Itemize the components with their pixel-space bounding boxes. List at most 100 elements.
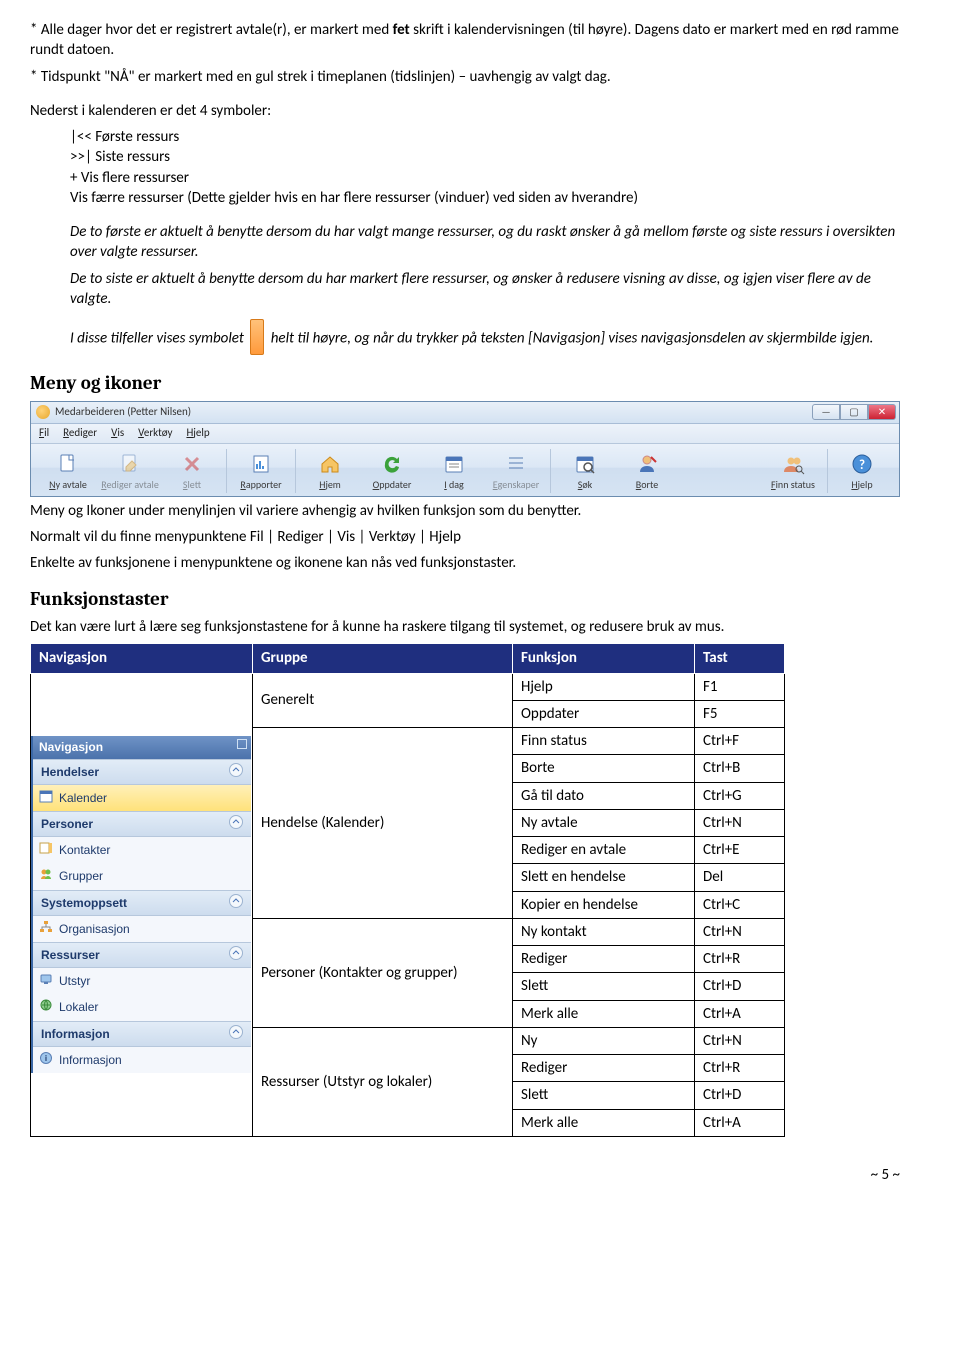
calendar-icon — [39, 789, 53, 803]
tool-oppdater[interactable]: Oppdater — [361, 452, 423, 493]
label: Egenskaper — [493, 478, 540, 492]
menu-vis[interactable]: Vis — [111, 426, 124, 441]
chevron-up-icon — [229, 815, 243, 829]
cell-func: Gå til dato — [513, 782, 695, 809]
tool-hjem[interactable]: Hjem — [299, 452, 361, 493]
meny-text-3: Enkelte av funksjonene i menypunktene og… — [30, 553, 900, 573]
cell-func: Rediger — [513, 1055, 695, 1082]
nav-header-personer[interactable]: Personer — [33, 811, 251, 837]
tool-sok[interactable]: Søk — [554, 452, 616, 493]
cell-key: Ctrl+C — [695, 891, 785, 918]
pin-icon[interactable] — [237, 739, 247, 749]
report-icon — [249, 452, 273, 476]
label: Organisasjon — [59, 922, 130, 936]
italic-p3: I disse tilfeller vises symbolet helt ti… — [70, 321, 900, 357]
label: Kalender — [59, 791, 107, 805]
italic-p1: De to første er aktuelt å benytte dersom… — [70, 222, 900, 263]
titlebar: Medarbeideren (Petter Nilsen) — ▢ ✕ — [31, 402, 899, 424]
groups-icon — [39, 867, 53, 881]
cell-func: Borte — [513, 755, 695, 782]
nav-item-organisasjon[interactable]: Organisasjon — [33, 916, 251, 942]
menu-fil[interactable]: Fil — [39, 426, 49, 441]
organisation-icon — [39, 920, 53, 934]
cell-key: F1 — [695, 673, 785, 700]
intro-block: * Alle dager hvor det er registrert avta… — [30, 20, 900, 87]
equipment-icon — [39, 972, 53, 986]
label: Informasjon — [41, 1027, 110, 1041]
nav-item-grupper[interactable]: Grupper — [33, 863, 251, 889]
cell-func: Slett — [513, 1082, 695, 1109]
maximize-button[interactable]: ▢ — [840, 404, 868, 420]
nav-item-kontakter[interactable]: Kontakter — [33, 837, 251, 863]
tool-rediger-avtale[interactable]: Rediger avtale — [99, 452, 161, 493]
cell-func: Slett en hendelse — [513, 864, 695, 891]
help-icon: ? — [850, 452, 874, 476]
cell-key: Ctrl+G — [695, 782, 785, 809]
cell-key: Ctrl+E — [695, 837, 785, 864]
chevron-up-icon — [229, 1025, 243, 1039]
tool-idag[interactable]: I dag — [423, 452, 485, 493]
intro-line-2: * Tidspunkt "NÅ" er markert med en gul s… — [30, 67, 900, 87]
cell-func: Hjelp — [513, 673, 695, 700]
cell-key: Ctrl+A — [695, 1109, 785, 1136]
label: Hjem — [319, 478, 341, 492]
th-gruppe: Gruppe — [253, 644, 513, 673]
tool-borte[interactable]: Borte — [616, 452, 678, 493]
nav-header-systemoppsett[interactable]: Systemoppsett — [33, 890, 251, 916]
label: Hjelp — [851, 478, 872, 492]
toolbar: Ny avtale Rediger avtale Slett Rapporter — [31, 444, 899, 496]
navigasjon-tag-icon — [250, 319, 264, 355]
nav-header-informasjon[interactable]: Informasjon — [33, 1021, 251, 1047]
tool-slett[interactable]: Slett — [161, 452, 223, 493]
nav-item-informasjon[interactable]: i Informasjon — [33, 1047, 251, 1073]
page-footer: ~ 5 ~ — [30, 1165, 900, 1185]
menu-verktoy[interactable]: Verktøy — [138, 426, 172, 441]
th-funksjon: Funksjon — [513, 644, 695, 673]
cell-func: Rediger — [513, 946, 695, 973]
symbol-more: + Vis flere ressurser — [30, 168, 900, 188]
funk-intro: Det kan være lurt å lære seg funksjonsta… — [30, 617, 900, 637]
label: I dag — [444, 478, 464, 492]
home-icon — [318, 452, 342, 476]
menu-hjelp[interactable]: Hjelp — [186, 426, 209, 441]
cell-key: Ctrl+R — [695, 946, 785, 973]
minimize-button[interactable]: — — [812, 404, 840, 420]
nav-item-utstyr[interactable]: Utstyr — [33, 968, 251, 994]
tool-rapporter[interactable]: Rapporter — [230, 452, 292, 493]
cell-key: Ctrl+R — [695, 1055, 785, 1082]
new-document-icon — [56, 452, 80, 476]
heading-meny-og-ikoner: Meny og ikoner — [30, 371, 900, 397]
svg-text:?: ? — [859, 458, 865, 473]
label: Søk — [578, 478, 592, 492]
nav-header-ressurser[interactable]: Ressurser — [33, 942, 251, 968]
separator — [550, 449, 551, 493]
cell-func: Ny kontakt — [513, 918, 695, 945]
label: Systemoppsett — [41, 896, 127, 910]
menu-rediger[interactable]: Rediger — [63, 426, 97, 441]
label: Borte — [636, 478, 658, 492]
contacts-icon — [39, 841, 53, 855]
cell-key: Ctrl+N — [695, 1027, 785, 1054]
symbol-last: >>| Siste ressurs — [30, 147, 900, 167]
nav-header-hendelser[interactable]: Hendelser — [33, 759, 251, 785]
close-button[interactable]: ✕ — [868, 404, 896, 420]
tool-ny-avtale[interactable]: Ny avtale — [37, 452, 99, 493]
tool-hjelp[interactable]: ? Hjelp — [831, 452, 893, 493]
text: * Alle dager hvor det er registrert avta… — [30, 21, 393, 39]
tool-egenskaper[interactable]: Egenskaper — [485, 452, 547, 493]
label: Slett — [183, 478, 201, 492]
heading-funksjonstaster: Funksjonstaster — [30, 587, 900, 613]
label: Lokaler — [59, 1000, 98, 1014]
cell-key: Ctrl+B — [695, 755, 785, 782]
th-tast: Tast — [695, 644, 785, 673]
nav-item-kalender[interactable]: Kalender — [33, 785, 251, 811]
tool-finn-status[interactable]: Finn status — [762, 452, 824, 493]
symbols-block: Nederst i kalenderen er det 4 symboler: … — [30, 101, 900, 208]
label: Informasjon — [59, 1053, 122, 1067]
cell-func: Slett — [513, 973, 695, 1000]
label: Kontakter — [59, 843, 110, 857]
chevron-up-icon — [229, 946, 243, 960]
intro-line-1: * Alle dager hvor det er registrert avta… — [30, 20, 900, 61]
nav-item-lokaler[interactable]: Lokaler — [33, 994, 251, 1020]
nav-panel-title: Navigasjon — [33, 736, 251, 758]
